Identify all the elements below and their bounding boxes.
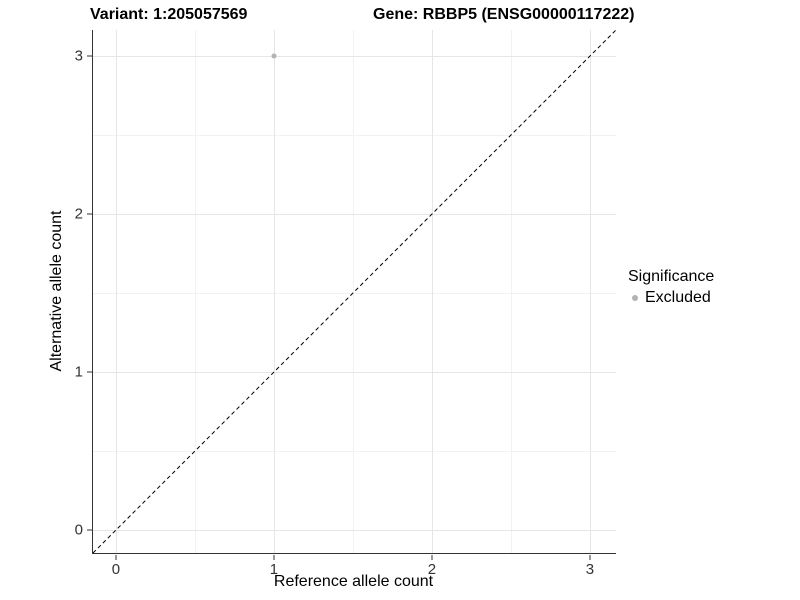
x-tick-label: 3 [585,561,595,578]
gridline-x-major [115,30,117,553]
legend-entry-excluded: Excluded [628,289,714,307]
y-tick-label: 3 [74,47,83,65]
gridline-x-minor [194,30,196,553]
gridline-y-major [93,372,616,374]
y-tick-label: 0 [74,521,83,539]
gridline-x-minor [510,30,512,553]
legend-title: Significance [628,268,715,285]
legend: Significance Excluded [628,268,714,307]
y-tick-mark [86,529,92,531]
y-axis-title: Alternative allele count [48,210,65,372]
gridline-x-major [589,30,591,553]
x-axis-title: Reference allele count [273,573,434,590]
gridline-y-major [93,214,616,216]
y-tick-label: 2 [74,205,83,223]
excluded-point-icon [632,295,638,301]
gridline-y-major [93,56,616,58]
gridline-y-major [93,530,616,532]
y-tick-mark [86,213,92,215]
plot-title-variant: Variant: 1:205057569 [90,6,248,23]
y-tick-label: 1 [74,363,83,381]
gridline-y-minor [93,451,616,453]
gridline-y-minor [93,135,616,137]
x-tick-mark [589,554,591,560]
x-tick-label: 1 [269,561,279,578]
legend-entry-label: Excluded [645,289,711,306]
gridline-x-minor [352,30,354,553]
data-point [271,53,277,59]
plot-panel: 0 1 2 3 0 1 2 3 [75,30,616,577]
gridline-x-major [431,30,433,553]
x-tick-mark [115,554,117,560]
gridline-x-major [273,30,275,553]
gridline-y-minor [93,293,616,295]
x-tick-label: 0 [111,561,121,578]
x-tick-mark [273,554,275,560]
x-tick-mark [431,554,433,560]
y-tick-mark [86,371,92,373]
identity-line [93,30,616,553]
y-tick-mark [86,55,92,57]
x-tick-label: 2 [427,561,437,578]
plot-title-gene: Gene: RBBP5 (ENSG00000117222) [373,6,635,23]
